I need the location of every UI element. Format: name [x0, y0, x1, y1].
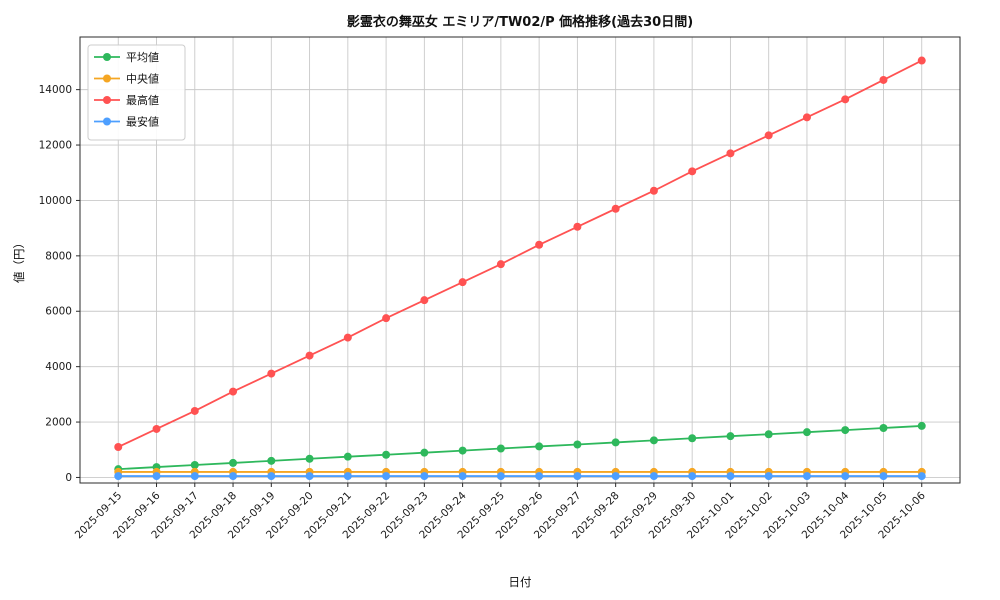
- marker: [802, 113, 811, 122]
- legend-label: 平均値: [126, 51, 159, 64]
- y-tick-label: 14000: [39, 84, 72, 96]
- marker: [535, 472, 544, 481]
- marker: [190, 460, 199, 469]
- line-avg: [117, 425, 923, 471]
- marker: [152, 424, 161, 433]
- marker: [267, 369, 276, 378]
- marker: [458, 446, 467, 455]
- marker: [382, 472, 391, 481]
- legend-marker: [103, 117, 111, 126]
- y-tick-label: 4000: [45, 361, 72, 373]
- legend-marker: [103, 96, 111, 104]
- marker: [573, 440, 582, 449]
- marker: [267, 472, 276, 481]
- y-tick-label: 10000: [39, 195, 72, 207]
- chart-title: 影霊衣の舞巫女 エミリア/TW02/P 価格推移(過去30日間): [347, 14, 693, 30]
- marker: [688, 434, 697, 443]
- marker: [496, 260, 505, 269]
- marker: [229, 458, 238, 467]
- marker: [305, 472, 314, 481]
- marker: [879, 472, 888, 481]
- legend-label: 最高値: [126, 93, 159, 107]
- marker: [879, 424, 888, 433]
- marker: [917, 56, 926, 65]
- y-tick-label: 0: [65, 472, 72, 484]
- marker: [611, 438, 620, 447]
- marker: [305, 351, 314, 360]
- marker: [917, 472, 926, 481]
- marker: [190, 406, 199, 415]
- marker: [382, 314, 391, 323]
- series: [114, 56, 926, 481]
- marker: [764, 131, 773, 140]
- marker: [841, 472, 850, 481]
- marker: [726, 432, 735, 441]
- marker: [649, 186, 658, 195]
- marker: [420, 448, 429, 457]
- marker: [611, 472, 620, 481]
- marker: [420, 296, 429, 305]
- marker: [649, 472, 658, 481]
- marker: [114, 472, 123, 481]
- marker: [726, 472, 735, 481]
- legend-item-median: 中央値: [94, 72, 159, 85]
- legend-box: [87, 44, 186, 141]
- marker: [573, 222, 582, 231]
- legend-item-avg: 平均値: [94, 51, 159, 64]
- plot-border: [79, 36, 961, 484]
- marker: [229, 387, 238, 396]
- legend-item-max: 最高値: [94, 93, 159, 107]
- marker: [458, 278, 467, 287]
- y-axis-label: 値（円）: [12, 237, 26, 283]
- legend-marker: [103, 74, 111, 83]
- marker: [343, 472, 352, 481]
- marker: [573, 472, 582, 481]
- marker: [841, 95, 850, 104]
- marker: [229, 472, 238, 481]
- markers-max: [114, 56, 926, 451]
- marker: [802, 472, 811, 481]
- legend-label: 最安値: [126, 114, 159, 128]
- markers-min: [114, 472, 926, 481]
- y-tick-label: 8000: [45, 250, 72, 262]
- marker: [458, 472, 467, 481]
- marker: [267, 456, 276, 465]
- marker: [382, 450, 391, 459]
- marker: [764, 430, 773, 439]
- marker: [764, 472, 773, 481]
- marker: [649, 436, 658, 445]
- line-max: [117, 59, 923, 448]
- marker: [535, 240, 544, 249]
- legend-item-min: 最安値: [94, 114, 159, 128]
- y-tick-label: 2000: [45, 417, 72, 429]
- marker: [688, 167, 697, 176]
- marker: [726, 149, 735, 158]
- legend-marker: [103, 53, 111, 61]
- y-tick-label: 12000: [39, 140, 72, 152]
- marker: [688, 472, 697, 481]
- x-axis-label: 日付: [509, 575, 532, 589]
- marker: [305, 454, 314, 463]
- marker: [841, 426, 850, 435]
- marker: [190, 472, 199, 481]
- marker: [496, 444, 505, 453]
- marker: [802, 428, 811, 437]
- marker: [611, 204, 620, 213]
- marker: [420, 472, 429, 481]
- y-tick-label: 6000: [45, 306, 72, 318]
- marker: [917, 421, 926, 430]
- marker: [114, 442, 123, 451]
- marker: [496, 472, 505, 481]
- grid: [80, 37, 960, 483]
- marker: [879, 75, 888, 84]
- marker: [535, 442, 544, 451]
- marker: [343, 452, 352, 461]
- marker: [343, 333, 352, 342]
- marker: [152, 472, 161, 481]
- legend-label: 中央値: [126, 72, 159, 85]
